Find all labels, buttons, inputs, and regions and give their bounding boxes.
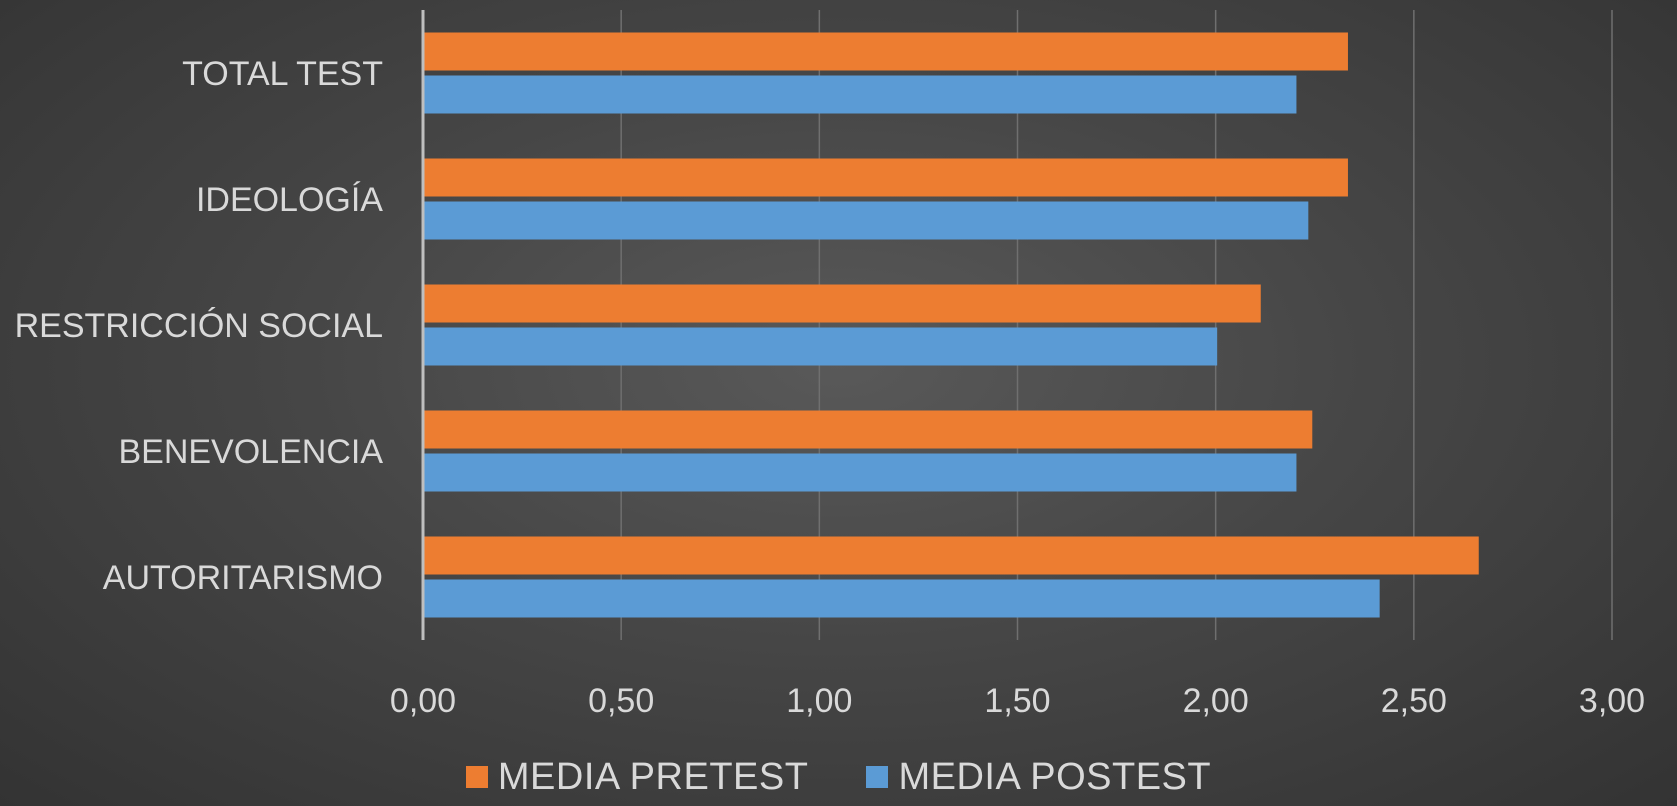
bars bbox=[424, 32, 1479, 618]
bar bbox=[424, 579, 1380, 618]
x-tick-label: 1,50 bbox=[984, 682, 1050, 720]
bar bbox=[424, 32, 1348, 71]
legend-label-pretest: MEDIA PRETEST bbox=[497, 755, 809, 798]
y-category-label: BENEVOLENCIA bbox=[118, 433, 383, 471]
y-category-label: AUTORITARISMO bbox=[103, 559, 383, 597]
y-category-label: IDEOLOGÍA bbox=[196, 181, 383, 219]
x-tick-label: 0,50 bbox=[588, 682, 654, 720]
y-category-label: TOTAL TEST bbox=[182, 55, 383, 93]
x-tick-label: 0,00 bbox=[390, 682, 456, 720]
legend-swatch-pretest bbox=[465, 766, 488, 788]
legend-label-postest: MEDIA POSTEST bbox=[898, 755, 1212, 798]
bar bbox=[424, 284, 1261, 323]
y-category-label: RESTRICCIÓN SOCIAL bbox=[15, 307, 383, 345]
legend: MEDIA PRETEST MEDIA POSTEST bbox=[0, 748, 1677, 806]
bar bbox=[424, 201, 1309, 240]
x-tick-label: 3,00 bbox=[1579, 682, 1645, 720]
bar bbox=[424, 453, 1297, 492]
legend-swatch-postest bbox=[866, 766, 889, 788]
bar bbox=[424, 75, 1297, 114]
legend-item-postest: MEDIA POSTEST bbox=[866, 756, 1211, 799]
x-tick-label: 2,50 bbox=[1381, 682, 1447, 720]
chart-plot: 0,00 0,50 1,00 1,50 2,00 2,50 3,00 TOTAL TEST ID… bbox=[15, 10, 1645, 720]
axes: 0,00 0,50 1,00 1,50 2,00 2,50 3,00 TOTAL TEST ID… bbox=[15, 10, 1645, 720]
x-tick-label: 2,00 bbox=[1183, 682, 1249, 720]
legend-item-pretest: MEDIA PRETEST bbox=[465, 755, 809, 799]
x-tick-label: 1,00 bbox=[786, 682, 852, 720]
bar bbox=[424, 410, 1313, 449]
bar bbox=[424, 536, 1479, 575]
bar bbox=[424, 327, 1218, 366]
gridlines bbox=[620, 10, 1613, 640]
bar bbox=[424, 158, 1348, 197]
